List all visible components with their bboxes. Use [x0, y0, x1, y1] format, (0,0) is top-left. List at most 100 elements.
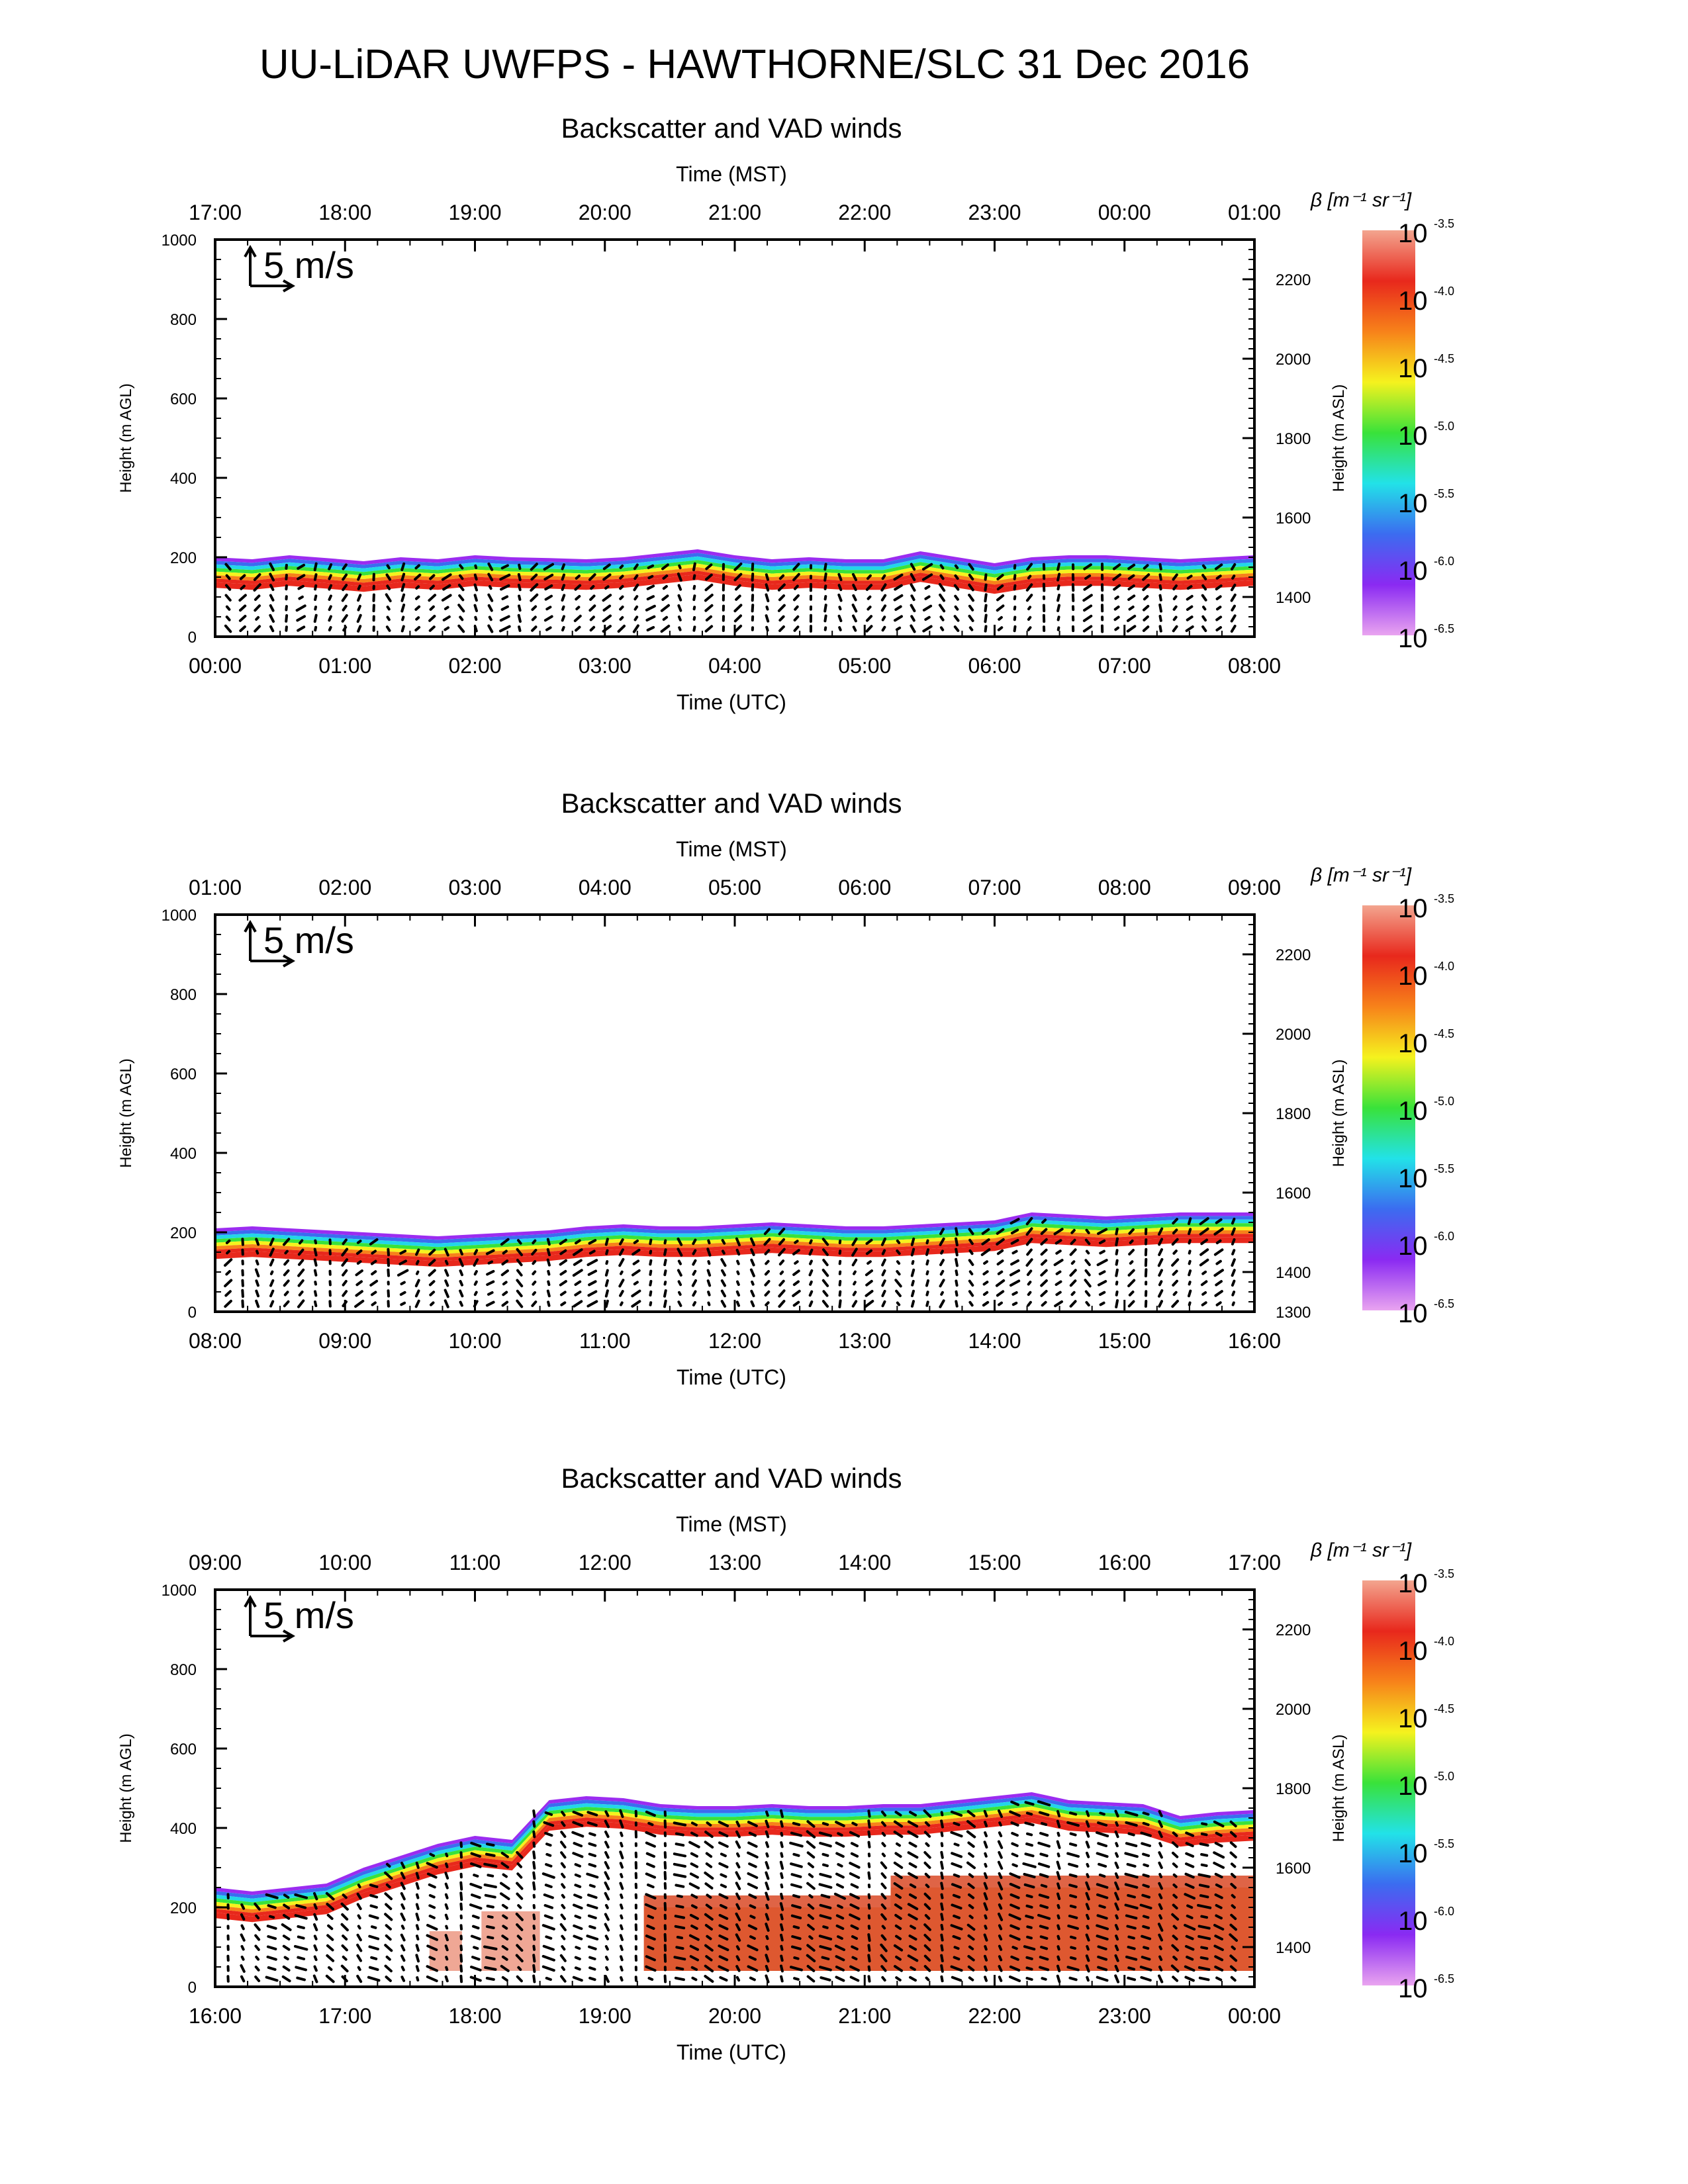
wind-vector [631, 1289, 641, 1298]
wind-vector [646, 584, 655, 590]
wind-vector [267, 1935, 277, 1940]
wind-vector [940, 1291, 944, 1296]
wind-vector [368, 1966, 379, 1972]
wind-vector [1171, 1299, 1179, 1308]
wind-vector [705, 615, 712, 621]
wind-vector [691, 1279, 697, 1287]
wind-vector [225, 574, 231, 580]
wind-vector [604, 1881, 610, 1891]
wind-vector [791, 1904, 802, 1909]
wind-vector [356, 1974, 363, 1983]
wind-vector [588, 1280, 597, 1287]
wind-vector [561, 563, 565, 570]
y-right-tick-label: 2200 [1276, 1621, 1311, 1639]
x-top-tick-label: 02:00 [318, 876, 371, 899]
wind-vector [707, 1291, 711, 1297]
aerosol-band [215, 549, 1254, 567]
wind-vector [1056, 1904, 1060, 1909]
wind-vector [849, 1976, 860, 1982]
wind-vector [822, 1863, 829, 1868]
wind-vector [1070, 1935, 1077, 1940]
wind-vector [808, 1893, 814, 1899]
colorbar-tick-exponent: -6.5 [1434, 622, 1454, 635]
wind-vector [780, 1820, 784, 1828]
wind-vector [765, 1882, 770, 1891]
wind-vector [939, 593, 945, 602]
x-tick-label: 02:00 [448, 654, 501, 678]
wind-vector [1039, 1956, 1049, 1961]
wind-vector [1141, 1934, 1152, 1940]
x-tick-label: 18:00 [448, 2004, 501, 2028]
wind-vector [485, 1925, 495, 1929]
wind-vector [604, 1269, 609, 1277]
wind-vector [326, 1934, 334, 1941]
wind-vector [1231, 1904, 1236, 1909]
wind-vector [619, 584, 624, 590]
wind-vector [587, 1914, 597, 1919]
wind-vector [604, 1871, 610, 1880]
wind-vector [911, 1279, 915, 1287]
wind-vector [1082, 594, 1093, 602]
wind-vector [950, 1831, 963, 1838]
wind-vector [1143, 605, 1150, 612]
wind-vector [881, 1832, 886, 1837]
y-right-axis-label: Height (m ASL) [1330, 1060, 1348, 1167]
wind-vector [297, 574, 306, 580]
wind-vector [981, 1228, 990, 1235]
wind-vector [314, 1290, 318, 1297]
wind-vector [1229, 1841, 1237, 1848]
aerosol-band [215, 1803, 1254, 1906]
wind-scale-label: 5 m/s [263, 244, 354, 286]
wind-vector [561, 1872, 566, 1879]
wind-vector [500, 1964, 510, 1972]
wind-vector [500, 1238, 510, 1246]
wind-vector [748, 1893, 757, 1899]
wind-vector [441, 573, 452, 581]
wind-vector [837, 614, 843, 622]
wind-vector [1056, 594, 1060, 602]
wind-vector [718, 1934, 729, 1941]
wind-vector [968, 1300, 974, 1307]
wind-vector [998, 1955, 1003, 1962]
wind-vector [1158, 573, 1162, 581]
wind-vector [501, 1934, 509, 1940]
wind-vector [646, 595, 655, 601]
wind-vector [881, 1821, 886, 1827]
wind-vector [849, 1893, 860, 1900]
wind-vector [586, 1259, 598, 1266]
wind-vector [1229, 1923, 1237, 1931]
wind-vector [282, 1965, 291, 1972]
wind-vector [765, 1301, 770, 1306]
wind-vector [224, 1279, 233, 1288]
wind-vector [984, 1831, 988, 1838]
wind-vector [328, 574, 332, 580]
wind-vector [241, 1279, 244, 1287]
wind-vector [588, 1976, 596, 1981]
wind-vector [790, 1966, 803, 1972]
wind-vector [1068, 1862, 1079, 1868]
wind-vector [604, 1945, 609, 1951]
wind-vector [644, 1903, 657, 1910]
wind-vector [720, 1852, 727, 1858]
wind-vector [1215, 1914, 1223, 1920]
wind-vector [765, 1861, 770, 1870]
wind-vector [385, 573, 391, 581]
wind-vector [1127, 584, 1135, 591]
wind-vector [705, 573, 713, 581]
wind-vector [1099, 1250, 1105, 1255]
wind-vector [733, 572, 743, 582]
wind-vector [1084, 1238, 1091, 1246]
wind-vector [765, 1923, 770, 1932]
wind-vector [838, 1259, 842, 1265]
wind-vector [369, 1279, 379, 1287]
wind-vector [426, 1965, 438, 1972]
wind-vector [385, 1934, 392, 1941]
wind-vector [225, 584, 232, 591]
wind-vector [619, 1850, 624, 1860]
aerosol-layer [215, 549, 1254, 594]
wind-vector [1096, 1259, 1108, 1267]
wind-vector [925, 1279, 929, 1287]
wind-vector [1069, 1956, 1077, 1960]
wind-vector [313, 1944, 318, 1952]
wind-vector [399, 1250, 407, 1255]
